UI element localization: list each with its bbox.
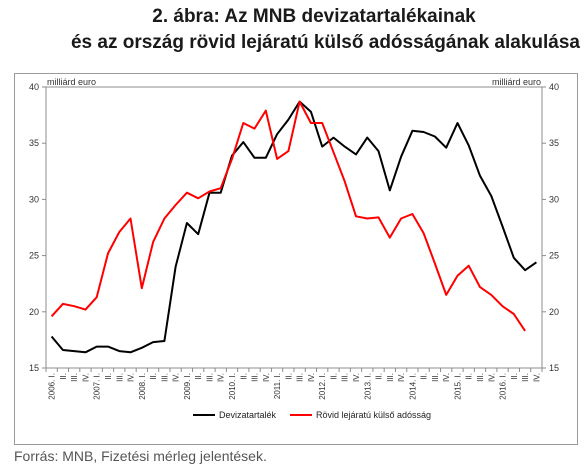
chart-title-line-1: 2. ábra: Az MNB devizatartalékainak (152, 6, 476, 27)
y-tick-label-left: 25 (29, 251, 39, 261)
series-line-devizatartalek (50, 100, 537, 354)
y-axis-label-left: milliárd euro (47, 77, 96, 87)
x-tick-label: II. (59, 373, 68, 380)
y-tick-label-right: 30 (549, 194, 559, 204)
y-tick-label-left: 35 (29, 138, 39, 148)
y-tick-label-right: 25 (549, 251, 559, 261)
x-tick-label: 2013. I. (363, 373, 372, 400)
x-tick-label: II. (284, 373, 293, 380)
x-tick-label: II. (194, 373, 203, 380)
x-tick-label: III. (296, 373, 305, 382)
x-tick-label: 2012. I. (318, 373, 327, 400)
legend-label: Rövid lejáratú külső adósság (316, 410, 431, 420)
x-tick-label: IV. (397, 373, 406, 382)
x-tick-label: II. (329, 373, 338, 380)
y-tick-label-left: 40 (29, 82, 39, 92)
y-tick-label-right: 15 (549, 363, 559, 373)
x-tick-label: III. (341, 373, 350, 382)
x-tick-label: II. (104, 373, 113, 380)
x-tick-label: IV. (307, 373, 316, 382)
x-tick-label: IV. (81, 373, 90, 382)
x-tick-label: 2006. I. (48, 373, 57, 400)
x-tick-label: II. (149, 373, 158, 380)
x-tick-label: IV. (352, 373, 361, 382)
x-tick-label: 2014. I. (408, 373, 417, 400)
x-tick-label: II. (239, 373, 248, 380)
x-tick-label: 2009. I. (183, 373, 192, 400)
legend-label: Devizatartalék (219, 410, 277, 420)
x-tick-label: III. (476, 373, 485, 382)
chart-title-line-2: és az ország rövid lejáratú külső adóssá… (70, 32, 580, 53)
x-tick-label: 2016. I. (499, 373, 508, 400)
x-tick-label: 2015. I. (453, 373, 462, 400)
source-note: Forrás: MNB, Fizetési mérleg jelentések. (14, 448, 267, 464)
x-tick-label: 2011. I. (273, 373, 282, 399)
y-tick-label-right: 40 (549, 82, 559, 92)
x-tick-label: IV. (217, 373, 226, 382)
x-tick-label: IV. (172, 373, 181, 382)
line-chart: milliárd euro milliárd euro 15 15 20 20 25 25 30… (29, 77, 559, 420)
x-tick-label: II. (420, 373, 429, 380)
x-tick-label: III. (251, 373, 260, 382)
x-tick-label: III. (431, 373, 440, 382)
chart-frame: milliárd euro milliárd euro 15 15 20 20 25 25 30… (14, 73, 578, 445)
y-tick-label-left: 30 (29, 194, 39, 204)
x-tick-label: 2008. I. (138, 373, 147, 400)
x-tick-label: II. (465, 373, 474, 380)
x-tick-label: III. (70, 373, 79, 382)
x-tick-label: III. (115, 373, 124, 382)
y-tick-label-left: 20 (29, 307, 39, 317)
x-tick-label: III. (521, 373, 530, 382)
x-tick-label: 2007. I. (93, 373, 102, 400)
chart-title: 2. ábra: Az MNB devizatartalékainak és a… (0, 4, 588, 56)
x-tick-label: IV. (127, 373, 136, 382)
x-tick-label: 2010. I. (228, 373, 237, 400)
x-tick-label: III. (205, 373, 214, 382)
series-line-rovid-lejaratu-kulso-adossag (50, 100, 526, 332)
x-tick-label: III. (386, 373, 395, 382)
x-tick-label: IV. (487, 373, 496, 382)
y-axis-label-right: milliárd euro (492, 77, 541, 87)
x-tick-label: IV. (532, 373, 541, 382)
x-tick-label: II. (375, 373, 384, 380)
y-tick-label-right: 20 (549, 307, 559, 317)
x-tick-label: IV. (262, 373, 271, 382)
y-tick-label-left: 15 (29, 363, 39, 373)
y-tick-label-right: 35 (549, 138, 559, 148)
x-tick-label: III. (160, 373, 169, 382)
x-tick-label: II. (510, 373, 519, 380)
x-tick-label: IV. (442, 373, 451, 382)
